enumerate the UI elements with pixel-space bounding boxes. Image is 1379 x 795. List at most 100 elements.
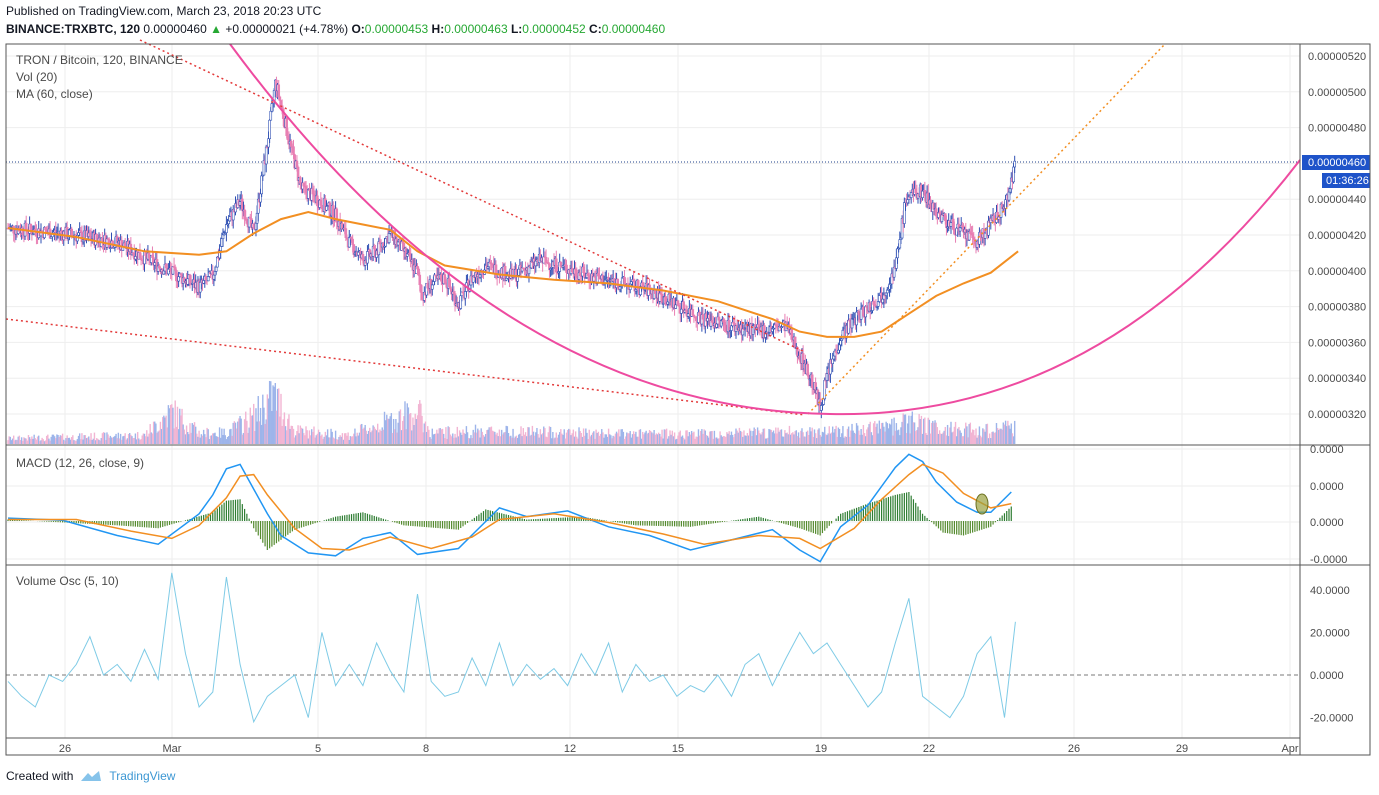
volume-bar: [934, 420, 936, 444]
volume-bar: [136, 432, 139, 444]
volume-bar: [698, 435, 701, 444]
volume-bar: [594, 438, 596, 444]
volume-bar: [428, 429, 430, 444]
main-pane[interactable]: [5, 39, 1301, 444]
volume-bar: [630, 437, 633, 444]
time-axis[interactable]: 26 Mar 5 8 12 15 19 22 26 29 Apr: [59, 743, 1299, 755]
candle-body: [268, 119, 271, 140]
volume-bar: [64, 440, 66, 444]
volume-bar: [331, 431, 333, 444]
volume-bar: [403, 416, 405, 444]
volume-bar: [116, 438, 118, 444]
volume-bar: [694, 438, 696, 444]
volume-bar: [36, 436, 39, 444]
volume-bar: [69, 439, 72, 444]
volume-bar: [780, 429, 783, 444]
volume-bar: [10, 440, 13, 444]
price-axis[interactable]: 0.00000520 0.00000500 0.00000480 0.00000460…: [1308, 51, 1366, 421]
volume-bar: [301, 428, 304, 444]
volume-bar: [579, 431, 581, 444]
volume-bar: [958, 427, 960, 444]
volume-bar: [1007, 420, 1009, 444]
volume-bar: [72, 435, 74, 444]
volume-bar: [101, 433, 104, 444]
volume-bar: [281, 425, 283, 444]
chart-grid: [6, 44, 1300, 738]
volume-bar: [903, 414, 906, 444]
volume-bar: [44, 440, 47, 444]
volume-bar: [926, 434, 928, 444]
volume-bar: [114, 435, 116, 444]
volume-bar: [288, 414, 290, 444]
volume-bar: [431, 428, 433, 444]
volume-bar: [257, 396, 259, 444]
volume-bar: [944, 426, 946, 444]
tradingview-link[interactable]: TradingView: [109, 769, 176, 783]
volosc-pane[interactable]: [6, 572, 1300, 724]
volume-bar: [282, 419, 284, 444]
volume-bar: [784, 430, 786, 444]
volume-bar: [510, 435, 512, 444]
volume-bar: [661, 429, 663, 444]
volume-bar: [1001, 429, 1003, 444]
volume-bar: [668, 436, 670, 444]
volume-bar: [405, 429, 407, 444]
volume-bar: [356, 432, 358, 444]
volume-bar: [96, 438, 98, 444]
volume-bar: [156, 432, 158, 444]
volume-bar: [518, 434, 520, 444]
volume-bar: [345, 433, 347, 444]
volume-bar: [723, 436, 726, 444]
volume-bar: [284, 426, 287, 444]
volume-bar: [785, 433, 787, 444]
volume-bar: [738, 427, 741, 444]
volume-bar: [855, 423, 858, 444]
volume-bar: [347, 432, 349, 444]
volume-bar: [278, 388, 280, 444]
volume-bar: [218, 427, 221, 444]
price-tick: 0.00000380: [1308, 302, 1366, 314]
volume-bar: [636, 436, 638, 444]
volume-bar: [411, 430, 413, 444]
volume-bar: [838, 428, 841, 444]
volume-bar: [976, 437, 978, 444]
volume-bar: [844, 436, 846, 444]
volume-bar: [86, 437, 89, 444]
volume-bar: [973, 429, 975, 444]
volume-bar: [17, 436, 19, 444]
volume-bar: [810, 431, 812, 444]
volume-bar: [47, 434, 49, 444]
volume-bar: [214, 432, 216, 444]
volume-bar: [11, 438, 14, 444]
volume-bar: [283, 412, 286, 444]
macd-pane[interactable]: [7, 453, 1012, 563]
volume-bar: [935, 422, 937, 444]
volume-bar: [999, 428, 1001, 444]
volume-bar: [985, 424, 987, 444]
volume-bar: [18, 435, 21, 444]
volume-bar: [423, 423, 426, 444]
candle-body: [953, 229, 956, 235]
arc-curve: [229, 43, 1301, 416]
volume-bar: [111, 437, 114, 444]
volume-bar: [200, 434, 203, 444]
volume-bar: [146, 430, 148, 444]
volume-bar: [552, 431, 554, 444]
volume-bar: [572, 429, 575, 444]
volume-bar: [63, 439, 65, 444]
volume-bar: [588, 429, 590, 444]
volume-bar: [649, 431, 652, 444]
volume-bar: [158, 430, 160, 444]
volume-bar: [490, 426, 493, 444]
volume-bar: [853, 432, 855, 444]
volume-bar: [493, 431, 495, 444]
volume-bar: [695, 436, 697, 444]
volume-bar: [864, 436, 867, 444]
volume-bar: [105, 440, 107, 444]
volume-bar: [466, 432, 469, 444]
volume-bar: [267, 398, 270, 444]
volume-bar: [155, 423, 157, 444]
volume-bar: [703, 429, 705, 444]
volume-bar: [388, 418, 390, 444]
